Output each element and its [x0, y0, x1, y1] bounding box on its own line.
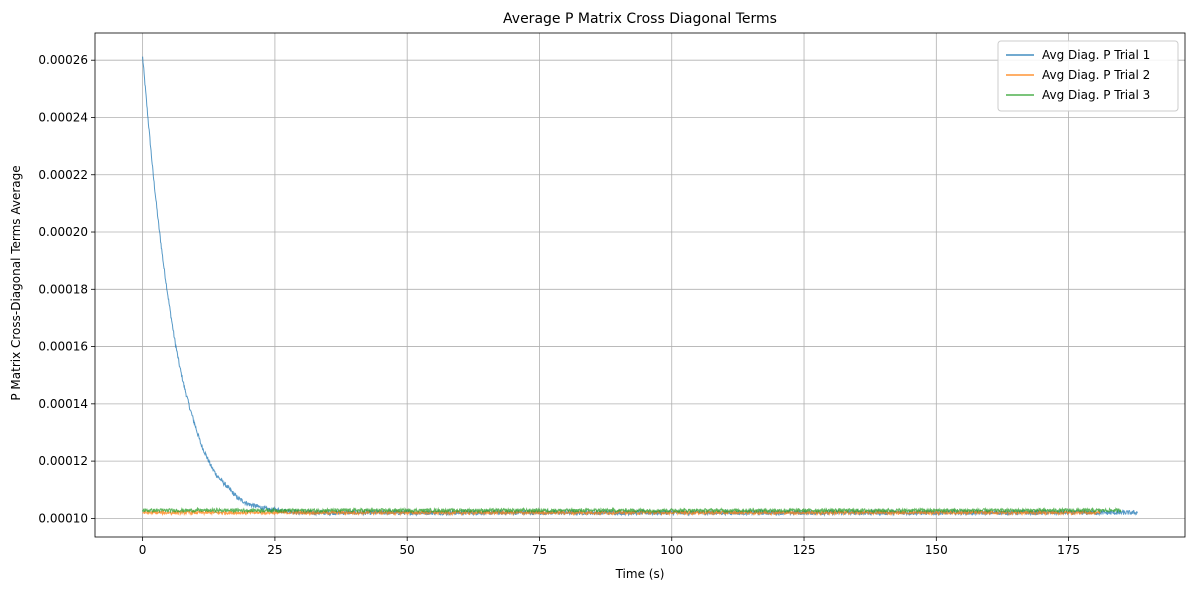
series-line-trial-2 — [142, 509, 1101, 517]
x-tick-label: 150 — [925, 543, 948, 557]
x-tick-label: 175 — [1057, 543, 1080, 557]
series-layer — [142, 56, 1138, 517]
y-tick-label: 0.00014 — [38, 397, 88, 411]
legend-label: Avg Diag. P Trial 1 — [1042, 48, 1150, 62]
legend-box — [997, 40, 1179, 112]
y-axis: 0.00010 0.00012 0.00014 0.00016 0.00018 0.000… — [38, 53, 95, 525]
legend-label: Avg Diag. P Trial 3 — [1042, 88, 1150, 102]
y-tick-label: 0.00022 — [38, 168, 88, 182]
chart-title: Average P Matrix Cross Diagonal Terms — [503, 11, 777, 27]
x-axis: 0 25 50 75 100 125 150 175 — [139, 537, 1080, 557]
x-tick-label: 50 — [400, 543, 415, 557]
y-tick-label: 0.00024 — [38, 110, 88, 124]
y-axis-label: P Matrix Cross-Diagonal Terms Average — [9, 165, 23, 400]
legend-label: Avg Diag. P Trial 2 — [1042, 68, 1150, 82]
grid — [95, 33, 1185, 537]
x-tick-label: 125 — [793, 543, 816, 557]
series-line-trial-3 — [142, 506, 1122, 515]
x-tick-label: 25 — [267, 543, 282, 557]
x-axis-label: Time (s) — [615, 567, 665, 581]
y-tick-label: 0.00016 — [38, 340, 88, 354]
y-tick-label: 0.00026 — [38, 53, 88, 67]
legend: Avg Diag. P Trial 1 Avg Diag. P Trial 2 Av… — [997, 40, 1179, 112]
y-tick-label: 0.00018 — [38, 282, 88, 296]
y-tick-label: 0.00020 — [38, 225, 88, 239]
plot-frame — [94, 32, 1186, 538]
x-tick-label: 100 — [660, 543, 683, 557]
x-tick-label: 75 — [532, 543, 547, 557]
y-tick-label: 0.00010 — [38, 511, 88, 525]
x-tick-label: 0 — [139, 543, 147, 557]
y-tick-label: 0.00012 — [38, 454, 88, 468]
